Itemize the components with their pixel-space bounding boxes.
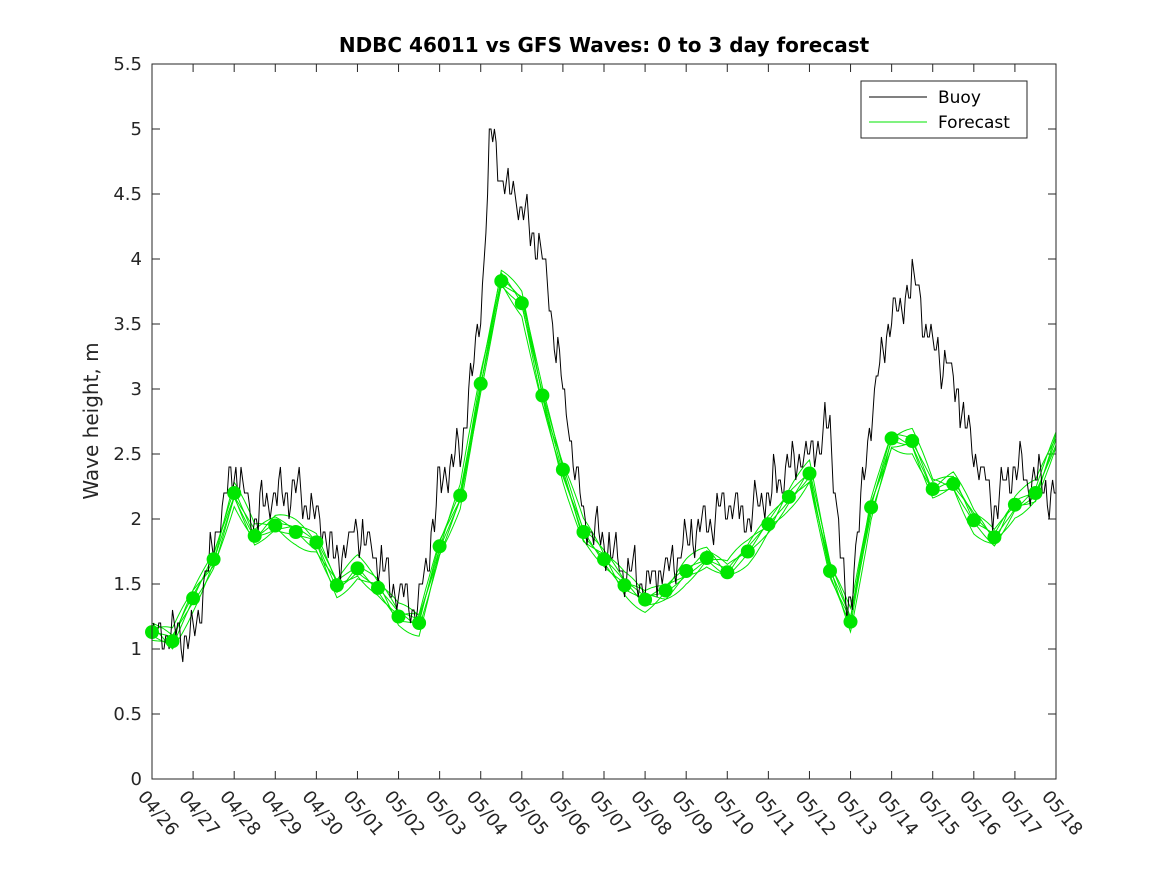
x-tick-label: 04/29 — [256, 787, 305, 840]
plot-background — [152, 64, 1056, 779]
forecast-marker — [288, 525, 303, 539]
x-tick-label: 05/16 — [955, 787, 1004, 840]
y-tick-label: 0.5 — [113, 704, 142, 725]
legend-box — [860, 80, 1028, 139]
forecast-marker — [597, 552, 611, 567]
y-tick-label: 2 — [131, 509, 142, 530]
x-tick-label: 05/03 — [421, 787, 470, 840]
forecast-marker — [966, 513, 981, 528]
forecast-marker — [165, 634, 180, 649]
forecast-marker — [720, 565, 735, 580]
y-tick-label: 3.5 — [113, 314, 142, 335]
y-tick-label: 0 — [131, 769, 142, 790]
forecast-marker — [740, 544, 755, 559]
forecast-marker — [329, 578, 344, 593]
x-tick-label: 05/14 — [873, 787, 922, 840]
x-tick-label: 05/09 — [667, 787, 716, 840]
legend-buoy-label: Buoy — [938, 88, 981, 108]
forecast-marker — [268, 518, 283, 533]
forecast-marker — [309, 535, 324, 550]
forecast-marker — [247, 528, 262, 543]
forecast-marker — [823, 564, 837, 578]
forecast-marker — [1028, 486, 1043, 500]
x-tick-label: 05/11 — [750, 787, 799, 840]
x-tick-label: 04/27 — [174, 787, 223, 840]
x-tick-labels: 04/2604/2704/2804/2904/3005/0105/0205/03… — [133, 787, 1086, 840]
y-tick-label: 4.5 — [113, 184, 142, 205]
x-tick-label: 05/04 — [462, 787, 511, 840]
forecast-marker — [453, 488, 468, 503]
forecast-marker — [987, 530, 1002, 545]
forecast-marker — [514, 296, 529, 311]
x-tick-label: 05/06 — [544, 787, 593, 840]
y-tick-label: 5 — [131, 119, 142, 140]
forecast-marker — [946, 476, 961, 491]
forecast-marker — [884, 431, 899, 446]
x-tick-label: 05/18 — [1037, 787, 1086, 840]
x-tick-label: 04/30 — [298, 787, 347, 840]
x-tick-label: 05/02 — [380, 787, 429, 840]
y-tick-labels: 0 0.5 1 1.5 2 2.5 3 3.5 4 4.5 5 5.5 — [113, 54, 142, 790]
forecast-marker — [555, 462, 570, 477]
forecast-marker — [905, 434, 920, 448]
forecast-marker — [371, 580, 385, 595]
x-tick-label: 05/13 — [832, 787, 881, 840]
legend-forecast-label: Forecast — [938, 113, 1010, 133]
forecast-marker — [617, 578, 632, 593]
x-tick-label: 05/15 — [914, 787, 963, 840]
forecast-marker — [391, 609, 406, 624]
y-tick-label: 3 — [131, 379, 142, 400]
forecast-marker — [1007, 497, 1022, 512]
forecast-marker — [843, 614, 858, 629]
x-tick-label: 05/17 — [996, 787, 1045, 840]
y-tick-label: 2.5 — [113, 444, 142, 465]
forecast-marker — [679, 564, 694, 578]
forecast-marker — [781, 489, 796, 504]
forecast-marker — [658, 583, 673, 598]
x-tick-label: 04/28 — [215, 787, 264, 840]
y-tick-label: 1.5 — [113, 574, 142, 595]
forecast-marker — [412, 616, 427, 630]
forecast-marker — [802, 466, 817, 481]
forecast-marker — [227, 486, 242, 500]
forecast-marker — [535, 388, 550, 403]
y-tick-label: 4 — [131, 249, 142, 270]
buoy-line — [151, 128, 1056, 663]
forecast-marker — [494, 274, 509, 289]
buoy-series — [151, 128, 1056, 663]
x-tick-label: 05/05 — [503, 787, 552, 840]
forecast-marker — [576, 525, 591, 539]
forecast-markers — [145, 274, 1043, 649]
forecast-marker — [699, 551, 714, 565]
forecast-marker — [638, 592, 653, 607]
forecast-marker — [473, 376, 488, 391]
forecast-marker — [350, 561, 365, 576]
forecast-marker — [206, 552, 221, 567]
forecast-marker — [761, 517, 776, 532]
y-tick-label: 1 — [131, 639, 142, 660]
forecast-marker — [432, 539, 447, 554]
legend: Buoy Forecast — [860, 80, 1028, 139]
x-tick-label: 04/26 — [133, 787, 182, 840]
chart-title: NDBC 46011 vs GFS Waves: 0 to 3 day fore… — [339, 33, 870, 57]
x-tick-label: 05/08 — [626, 787, 675, 840]
x-tick-label: 05/12 — [791, 787, 840, 840]
forecast-run-line — [151, 283, 1057, 642]
forecast-marker — [186, 591, 201, 606]
x-tick-label: 05/07 — [585, 787, 634, 840]
plot-frame — [151, 63, 1057, 780]
x-tick-label: 05/10 — [708, 787, 757, 840]
forecast-marker — [925, 482, 940, 497]
y-tick-label: 5.5 — [113, 54, 142, 75]
y-axis-label: Wave height, m — [79, 342, 103, 499]
x-tick-label: 05/01 — [339, 787, 388, 840]
forecast-marker — [864, 500, 879, 515]
